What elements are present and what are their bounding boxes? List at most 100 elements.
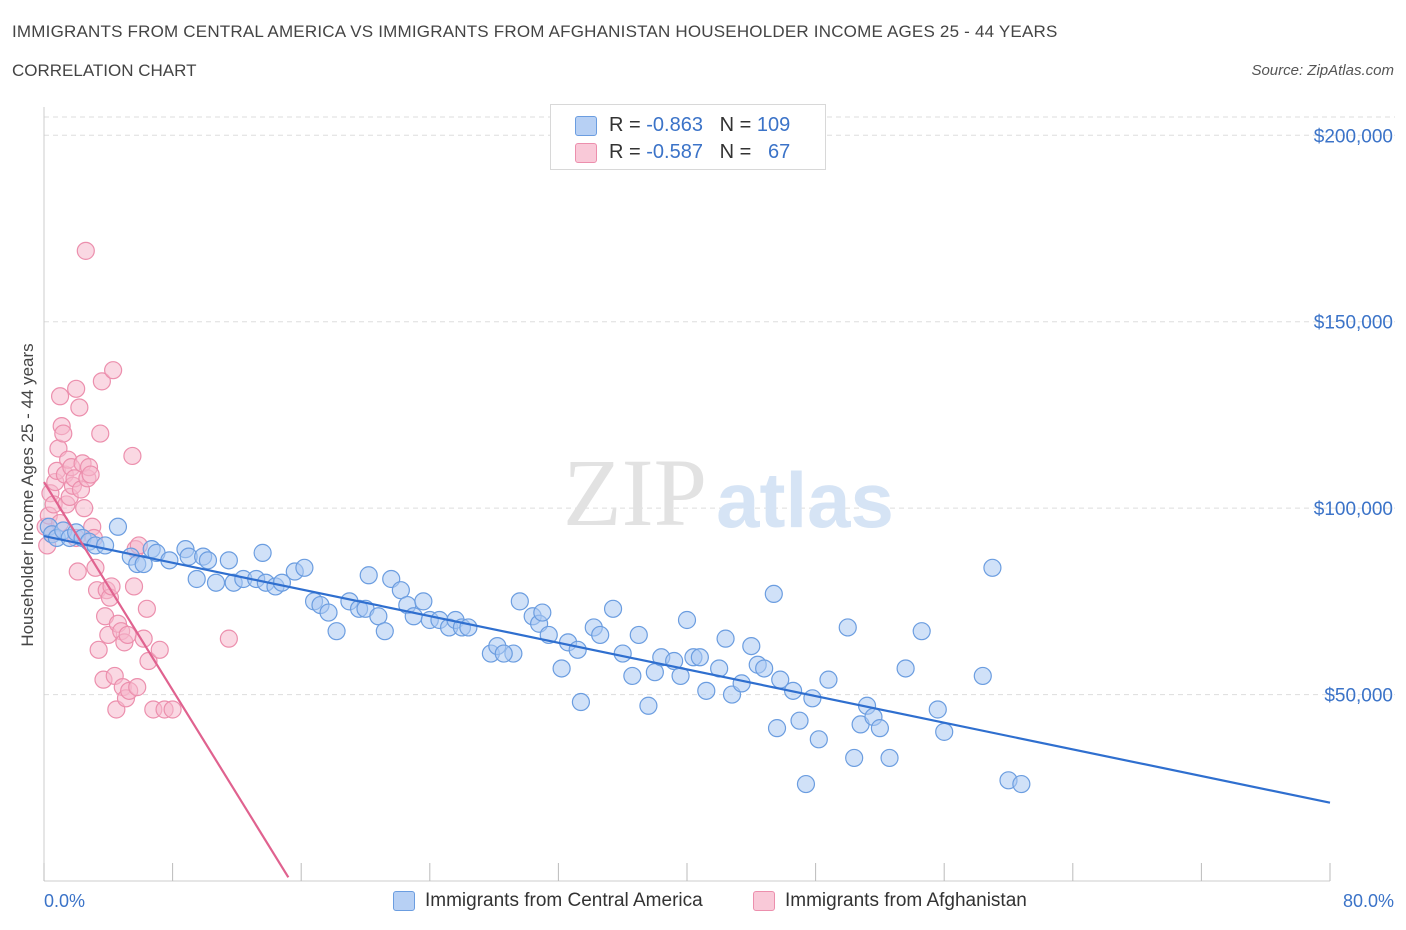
- afghanistan-point: [104, 361, 123, 380]
- watermark-atlas: atlas: [716, 456, 894, 544]
- pink-swatch: [575, 143, 597, 163]
- stats-legend: R = -0.863 N = 109 R = -0.587 N = 67: [550, 104, 826, 170]
- central-america-point: [134, 554, 153, 574]
- central-america-point: [95, 536, 115, 555]
- watermark-zip: ZIP: [563, 439, 707, 546]
- afghanistan-point: [219, 629, 238, 648]
- r-label: R =: [609, 141, 641, 163]
- central-america-point: [809, 730, 828, 749]
- chart-subtitle: CORRELATION CHART: [12, 61, 197, 80]
- central-america-point: [819, 670, 838, 689]
- central-america-point: [928, 700, 947, 719]
- afghanistan-point: [92, 372, 111, 391]
- afghanistan-point: [81, 465, 100, 484]
- afghanistan-point: [102, 577, 121, 596]
- central-america-point: [552, 659, 571, 678]
- grid-lines: [44, 116, 1395, 696]
- y-axis-label: Householder Income Ages 25 - 44 years: [18, 343, 37, 647]
- y-tick-labels: $50,000 $100,000 $150,000 $200,000: [1314, 126, 1393, 706]
- central-america-point: [568, 640, 587, 659]
- central-america-point: [253, 543, 272, 562]
- afghanistan-point: [89, 640, 108, 659]
- central-america-point: [880, 748, 899, 768]
- central-america-point: [912, 622, 931, 641]
- n-value: 67: [768, 141, 791, 163]
- legend-label: Immigrants from Central America: [425, 890, 703, 911]
- central-america-point: [845, 748, 864, 768]
- n-label: N =: [719, 114, 752, 136]
- afghanistan-point: [124, 577, 144, 596]
- central-america-point: [319, 603, 338, 622]
- afghanistan-point: [163, 700, 182, 719]
- blue-swatch: [393, 891, 415, 911]
- afghanistan-point: [123, 446, 142, 466]
- x-tick-min: 0.0%: [44, 891, 86, 911]
- afghanistan-trend-line: [43, 481, 290, 878]
- central-america-point: [494, 644, 513, 663]
- y-tick-label: $200,000: [1314, 126, 1393, 147]
- central-america-point: [790, 711, 809, 730]
- source-label: Source: ZipAtlas.com: [1251, 62, 1394, 79]
- central-america-point: [591, 625, 610, 645]
- afghanistan-point: [67, 379, 86, 398]
- y-tick-label: $100,000: [1314, 499, 1393, 520]
- central-america-point: [623, 666, 642, 686]
- r-label: R =: [609, 114, 641, 136]
- central-america-point: [973, 666, 992, 686]
- central-america-point: [404, 607, 423, 626]
- afghanistan-point: [50, 387, 70, 406]
- afghanistan-point: [54, 424, 73, 443]
- central-america-point: [414, 592, 433, 611]
- central-america-point: [935, 722, 954, 741]
- r-value: -0.863: [646, 114, 703, 136]
- central-america-point: [533, 603, 552, 622]
- n-label: N =: [719, 141, 752, 163]
- afghanistan-point: [70, 398, 89, 417]
- central-america-point: [629, 625, 648, 645]
- afghanistan-point: [68, 562, 87, 581]
- central-america-point: [359, 566, 378, 585]
- legend-label: Immigrants from Afghanistan: [785, 890, 1027, 911]
- y-tick-label: $150,000: [1314, 313, 1393, 334]
- central-america-point: [459, 618, 478, 637]
- central-america-point: [571, 692, 591, 712]
- central-america-trend-line: [43, 535, 1331, 804]
- blue-swatch: [575, 116, 597, 136]
- central-america-point: [742, 636, 761, 656]
- trend-lines: [43, 481, 1331, 878]
- central-america-points: [39, 517, 1031, 794]
- stats-text: R = -0.863 N = 109: [609, 114, 790, 137]
- central-america-point: [767, 719, 787, 738]
- central-america-point: [755, 659, 774, 678]
- central-america-point: [870, 719, 890, 738]
- central-america-point: [732, 674, 751, 693]
- central-america-point: [375, 622, 394, 641]
- afghanistan-points: [36, 241, 238, 719]
- central-america-point: [764, 584, 783, 604]
- afghanistan-point: [75, 499, 94, 518]
- central-america-point: [716, 629, 735, 648]
- central-america-point: [206, 573, 226, 592]
- n-value: 109: [756, 114, 791, 136]
- central-america-point: [796, 774, 816, 794]
- central-america-point: [198, 551, 218, 570]
- central-america-point: [803, 689, 822, 708]
- central-america-point: [983, 558, 1002, 577]
- central-america-point: [1012, 774, 1031, 794]
- central-america-point: [187, 569, 206, 589]
- afghanistan-point: [137, 599, 156, 618]
- central-america-point: [838, 618, 857, 637]
- central-america-point: [613, 644, 632, 663]
- central-america-point: [896, 659, 915, 678]
- central-america-point: [697, 681, 716, 700]
- central-america-point: [690, 648, 709, 667]
- afghanistan-point: [128, 678, 147, 697]
- central-america-point: [295, 558, 314, 577]
- x-tick-max: 80.0%: [1342, 891, 1394, 911]
- central-america-point: [219, 551, 238, 570]
- afghanistan-point: [76, 241, 95, 260]
- central-america-point: [327, 622, 346, 641]
- chart-title: IMMIGRANTS FROM CENTRAL AMERICA VS IMMIG…: [12, 22, 1058, 41]
- afghanistan-point: [150, 640, 169, 659]
